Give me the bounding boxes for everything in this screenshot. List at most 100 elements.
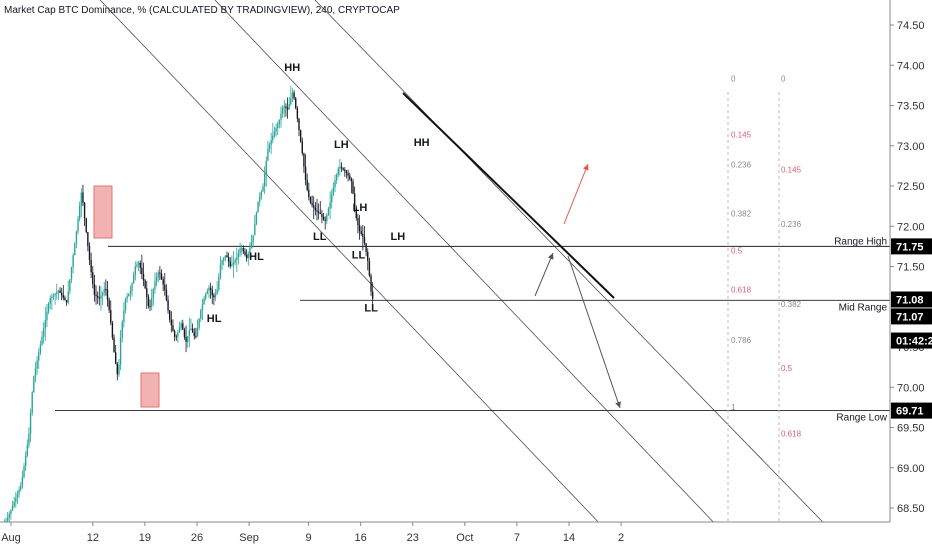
candle-body	[288, 104, 290, 110]
candle-body	[137, 262, 140, 265]
candle-body	[200, 310, 202, 319]
candle-body	[141, 267, 143, 274]
candle-body	[234, 260, 236, 263]
x-tick-label: 19	[139, 532, 151, 544]
candle-body	[134, 266, 137, 275]
candle-body	[160, 273, 163, 280]
candle-body	[335, 174, 338, 181]
candle-body	[367, 252, 369, 261]
candle-body	[15, 497, 17, 502]
candle-body	[249, 247, 251, 254]
candle-body	[6, 517, 9, 522]
candle-body	[221, 260, 223, 265]
candle-body	[183, 329, 186, 337]
price-badge-current-bg	[891, 308, 932, 325]
candle-body	[226, 255, 228, 258]
candle-body	[272, 135, 274, 141]
candle-body	[306, 179, 308, 190]
candle-body	[157, 272, 159, 277]
candle-body	[110, 310, 112, 323]
candle-body	[203, 298, 205, 305]
candle-body	[363, 236, 366, 244]
candle-body	[57, 290, 60, 293]
candle-body	[268, 144, 271, 149]
candle-body	[124, 298, 127, 311]
candle-body	[244, 251, 246, 255]
y-tick-label: 71.50	[897, 262, 925, 274]
candle-body	[59, 290, 61, 293]
price-badge-range-high: 71.75	[896, 241, 924, 253]
candle-body	[142, 273, 145, 281]
candle-body	[237, 252, 240, 258]
x-tick-label: Oct	[456, 532, 473, 544]
candle-body	[52, 295, 55, 297]
fib-right-label: 0	[781, 74, 786, 83]
candle-body	[119, 338, 122, 365]
candle-body	[324, 219, 326, 222]
candle-body	[247, 253, 249, 259]
candle-body	[285, 106, 287, 108]
candle-body	[295, 98, 297, 109]
candle-body	[211, 290, 213, 296]
candle-body	[64, 297, 66, 301]
candle-body	[355, 207, 357, 219]
candle-body	[291, 92, 294, 99]
candle-body	[144, 280, 146, 289]
candle-body	[196, 327, 199, 337]
candle-body	[20, 485, 22, 490]
fib-right-label: 0.5	[781, 364, 793, 373]
candle-body	[23, 466, 25, 478]
candle-body	[147, 297, 150, 306]
candle-body	[177, 332, 179, 337]
candle-body	[24, 455, 27, 467]
candle-body	[39, 344, 42, 353]
candle-body	[188, 330, 191, 336]
structure-label: LL	[352, 249, 366, 261]
candle-body	[87, 232, 89, 247]
candle-body	[41, 336, 43, 345]
fib-right-label: 0.236	[781, 220, 802, 229]
candle-body	[60, 292, 63, 296]
candle-body	[114, 352, 117, 364]
mid-range-label: Mid Range	[839, 302, 888, 313]
arrow-up-red	[563, 163, 589, 225]
candle-body	[162, 279, 164, 285]
y-tick-label: 69.50	[897, 423, 925, 435]
candle-body	[340, 166, 343, 169]
candle-body	[33, 376, 35, 393]
candle-body	[150, 297, 153, 307]
channel-line	[99, 0, 599, 522]
candle-body	[347, 173, 349, 176]
candle-body	[164, 284, 166, 291]
candle-body	[275, 127, 277, 132]
price-badge-mid-range-bg	[891, 291, 932, 308]
candle-body	[223, 257, 225, 261]
candle-body	[205, 293, 207, 299]
candle-body	[149, 305, 151, 307]
candle-body	[259, 196, 261, 202]
candle-body	[152, 289, 155, 298]
plot-area: HH LH LH LL LL HL HL LL LH HH 0 0.145 0.236 0.382 0.5 0…	[3, 0, 890, 522]
candle-body	[216, 289, 218, 294]
structure-label: HH	[284, 62, 300, 74]
candle-body	[185, 336, 187, 342]
fib-right-label: 0.145	[781, 165, 802, 174]
candle-body	[173, 330, 176, 337]
candle-body	[281, 107, 284, 114]
x-tick-label: Aug	[1, 532, 21, 544]
range-high-label: Range High	[834, 236, 887, 247]
candle-body	[28, 433, 30, 446]
candle-body	[42, 328, 45, 337]
fib-left-label: 0.382	[731, 210, 752, 219]
y-tick-label: 74.00	[897, 60, 925, 72]
structure-label: LL	[313, 231, 327, 243]
candle-body	[95, 294, 97, 297]
candle-body	[283, 106, 285, 108]
price-badge-range-low-bg	[891, 402, 932, 419]
candle-body	[146, 288, 148, 298]
structure-label: HH	[414, 137, 430, 149]
candle-body	[350, 178, 353, 182]
countdown-badge: 01:42:2	[896, 336, 932, 348]
candle-body	[326, 214, 328, 222]
